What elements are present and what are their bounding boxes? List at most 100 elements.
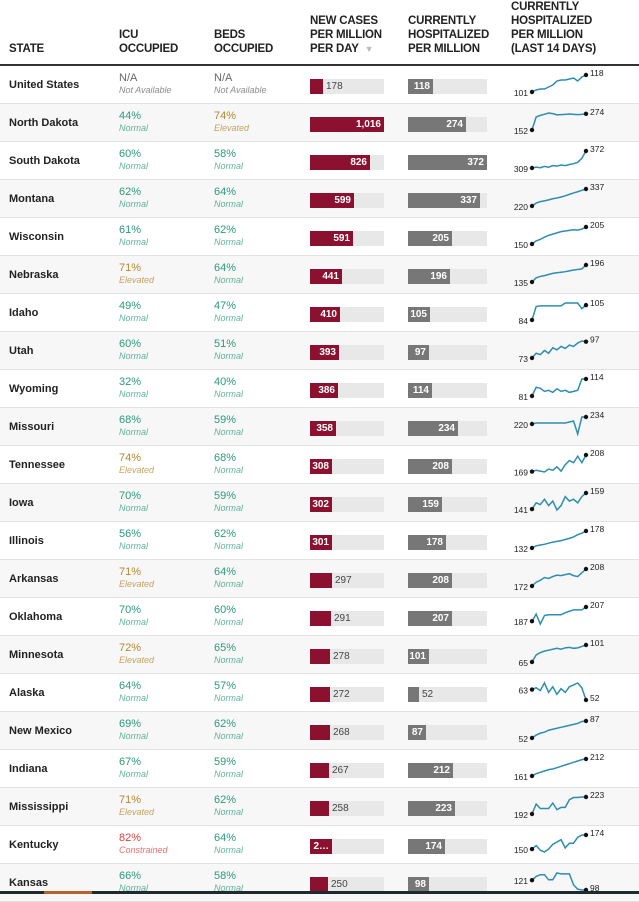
beds-percent: 65%: [214, 642, 237, 654]
hospitalized-bar: [408, 117, 466, 132]
hospitalized-bar: [408, 839, 445, 854]
sparkline-end-point: [583, 528, 589, 534]
icu-percent: 69%: [119, 718, 142, 730]
sparkline-start-point: [529, 811, 535, 817]
table-row[interactable]: Kansas 66% Normal 58% Normal 250 98 121 98: [0, 864, 639, 902]
icu-percent: 64%: [119, 680, 142, 692]
table-row[interactable]: Utah 60% Normal 51% Normal 393 97 73 97: [0, 332, 639, 370]
header-beds[interactable]: BEDS OCCUPIED: [214, 29, 274, 55]
header-state[interactable]: STATE: [9, 43, 44, 55]
sparkline-end-label: 101: [590, 638, 604, 648]
icu-status: Normal: [119, 161, 149, 171]
icu-occupied: 60% Normal: [119, 148, 148, 172]
new-cases-value: 591: [333, 233, 350, 244]
sparkline-line: [531, 796, 586, 815]
sparkline-line: [531, 454, 587, 473]
hospitalized-track: 212: [408, 763, 487, 778]
table-row[interactable]: United States N/A Not Available N/A Not Avai…: [0, 66, 639, 104]
sparkline-start-label: 132: [514, 544, 528, 554]
sparkline-start-point: [529, 279, 535, 285]
header-trend[interactable]: CURRENTLY HOSPITALIZED PER MILLION (LAST 14…: [511, 1, 596, 55]
table-row[interactable]: Arkansas 71% Elevated 64% Normal 297 208 172 208: [0, 560, 639, 598]
table-row[interactable]: Kentucky 82% Constrained 64% Normal 2… 174 150 1…: [0, 826, 639, 864]
state-name: Iowa: [9, 497, 34, 509]
table-row[interactable]: Missouri 68% Normal 59% Normal 358 234 220 234: [0, 408, 639, 446]
sparkline: 220 234: [514, 410, 604, 437]
table-row[interactable]: Alaska 64% Normal 57% Normal 272 52 63 52: [0, 674, 639, 712]
table-row[interactable]: Idaho 49% Normal 47% Normal 410 105 84 105: [0, 294, 639, 332]
beds-occupied: 47% Normal: [214, 300, 243, 324]
sparkline-line: [531, 530, 587, 549]
icu-occupied: 56% Normal: [119, 528, 148, 552]
table-row[interactable]: Nebraska 71% Elevated 64% Normal 441 196 135 196: [0, 256, 639, 294]
hospitalized-value: 234: [438, 423, 455, 434]
table-row[interactable]: Wyoming 32% Normal 40% Normal 386 114 81 114: [0, 370, 639, 408]
hospitalized-value: 196: [430, 271, 447, 282]
new-cases-bar: [310, 573, 332, 588]
sparkline-start-point: [529, 469, 535, 474]
icu-percent: 49%: [119, 300, 142, 312]
beds-status: Normal: [214, 389, 244, 399]
hospitalized-bar: [408, 459, 452, 474]
sparkline-end-label: 105: [590, 298, 604, 308]
beds-occupied: 59% Normal: [214, 756, 243, 780]
hospitalized-bar: [408, 801, 455, 816]
sparkline-end-label: 234: [590, 410, 604, 420]
new-cases-bar: [310, 345, 339, 360]
table-row[interactable]: Wisconsin 61% Normal 62% Normal 591 205 150 205: [0, 218, 639, 256]
sparkline-start-point: [529, 421, 535, 427]
sparkline-end-point: [583, 490, 589, 496]
new-cases-bar: [310, 687, 330, 702]
icu-status: Normal: [119, 617, 149, 627]
beds-status: Normal: [214, 541, 244, 551]
sparkline-end-label: 97: [590, 335, 600, 345]
hospitalized-track: 159: [408, 497, 487, 512]
header-hospitalized[interactable]: CURRENTLY HOSPITALIZED PER MILLION: [408, 15, 490, 55]
sparkline-start-label: 63: [519, 686, 529, 696]
table-row[interactable]: Montana 62% Normal 64% Normal 599 337 220 337: [0, 180, 639, 218]
icu-occupied: 32% Normal: [119, 376, 148, 400]
sparkline-end-point: [583, 148, 589, 154]
hospitalized-bar: [408, 687, 419, 702]
new-cases-bar: [310, 231, 353, 246]
beds-status: Normal: [214, 275, 244, 285]
sparkline-start-label: 192: [514, 810, 528, 820]
sparkline: 52 87: [519, 714, 600, 744]
table-row[interactable]: South Dakota 60% Normal 58% Normal 826 372 309 3…: [0, 142, 639, 180]
icu-occupied: 69% Normal: [119, 718, 148, 742]
table-row[interactable]: Indiana 67% Normal 59% Normal 267 212 161 212: [0, 750, 639, 788]
header-icu[interactable]: ICU OCCUPIED: [119, 29, 179, 55]
hospitalized-bar: [408, 307, 430, 322]
sparkline-end-point: [583, 72, 589, 78]
hospitalized-bar: [408, 269, 450, 284]
table-row[interactable]: Iowa 70% Normal 59% Normal 302 159 141 159: [0, 484, 639, 522]
beds-percent: 60%: [214, 604, 237, 616]
new-cases-value: 258: [332, 803, 349, 814]
table-row[interactable]: North Dakota 44% Normal 74% Elevated 1,016 274…: [0, 104, 639, 142]
table-row[interactable]: Oklahoma 70% Normal 60% Normal 291 207 187 207: [0, 598, 639, 636]
sparkline-end-label: 274: [590, 107, 604, 117]
table-row[interactable]: Tennessee 74% Elevated 68% Normal 308 208 169 20…: [0, 446, 639, 484]
state-name: Arkansas: [9, 573, 59, 585]
sparkline-start-point: [529, 393, 535, 399]
icu-status: Normal: [119, 351, 149, 361]
state-name: Kansas: [9, 877, 49, 889]
beds-status: Normal: [214, 161, 244, 171]
table-row[interactable]: New Mexico 69% Normal 62% Normal 268 87 52 87: [0, 712, 639, 750]
icu-status: Normal: [119, 883, 149, 893]
hospitalized-value: 274: [446, 119, 463, 130]
table-row[interactable]: Illinois 56% Normal 62% Normal 301 178 132 178: [0, 522, 639, 560]
beds-occupied: 59% Normal: [214, 414, 243, 438]
bottom-bar-accent: [44, 891, 92, 894]
table-row[interactable]: Minnesota 72% Elevated 65% Normal 278 101 65 101: [0, 636, 639, 674]
sparkline-end-point: [583, 452, 589, 458]
new-cases-bar: [310, 459, 332, 474]
table-row[interactable]: Mississippi 71% Elevated 62% Normal 258 223 192…: [0, 788, 639, 826]
new-cases-bar: [310, 535, 332, 550]
new-cases-track: 410: [310, 307, 384, 322]
hospitalized-track: 208: [408, 459, 487, 474]
header-new-cases[interactable]: NEW CASES PER MILLION PER DAY ▼: [310, 15, 382, 55]
beds-occupied: 51% Normal: [214, 338, 243, 362]
beds-status: Normal: [214, 807, 244, 817]
icu-status: Normal: [119, 237, 149, 247]
